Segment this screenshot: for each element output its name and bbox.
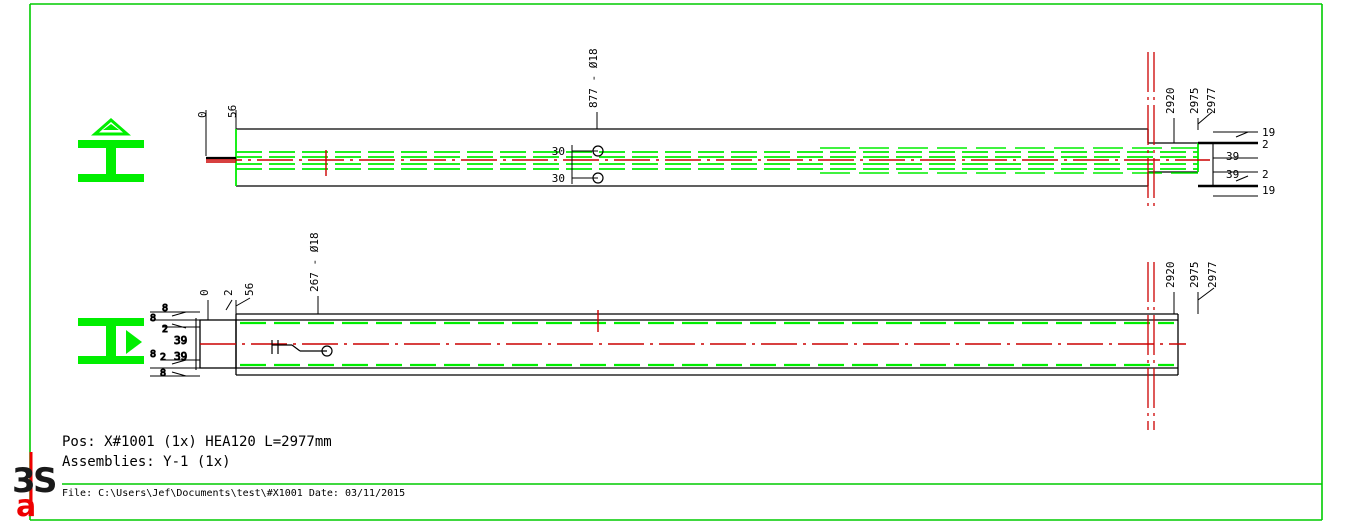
- dim-bottom-left-0: 0: [198, 289, 211, 296]
- dim-bottom-right-2977: 2977: [1206, 262, 1219, 289]
- dim-left-plate-8a: 8: [162, 303, 168, 314]
- dim-top-left-0: 0: [196, 111, 209, 118]
- assemblies-line: Assemblies: Y-1 (1x): [62, 454, 231, 470]
- logo-text-a: a: [16, 489, 36, 524]
- dim-left-plate-39a: 39: [174, 334, 187, 347]
- dim-bottom-right-2975: 2975: [1188, 262, 1201, 289]
- left-dims-bottom: [207, 297, 251, 320]
- sheet-frame: [29, 3, 1323, 521]
- dim-left-plate-2a: 2: [162, 324, 168, 335]
- title-block: Pos: X#1001 (1x) HEA120 L=2977mm Assembl…: [62, 434, 405, 499]
- logo: 3 S a: [12, 452, 58, 524]
- dim-plate-top-2a: 2: [1262, 138, 1269, 151]
- right-dims-top: [1173, 111, 1213, 143]
- dim-plate-top-39a: 39: [1226, 150, 1239, 163]
- section-cut-line-bottom: [1147, 262, 1155, 430]
- dim-hole-offset-a: 30: [552, 145, 565, 158]
- dim-plate-top-2b: 2: [1262, 168, 1269, 181]
- beam-outline-top: [206, 128, 1199, 187]
- section-symbol-top: [78, 118, 144, 182]
- top-view: 0 56 877 - Ø18 30 30 2920 2975 2977: [78, 48, 1275, 210]
- plate-dims-top: 19 2 39 39 2 19: [1198, 126, 1275, 197]
- hole-note-bottom: 267 - Ø18: [308, 232, 321, 314]
- beam-outline-bottom: [235, 313, 1179, 376]
- dim-top-right-2975: 2975: [1188, 88, 1201, 115]
- holes-top: 30 30: [552, 145, 604, 185]
- left-dims-top: [205, 110, 237, 156]
- footer-line: File: C:\Users\Jef\Documents\test\#X1001…: [62, 488, 405, 499]
- right-dims-bottom: [1173, 287, 1215, 314]
- dim-plate-top-19b: 19: [1262, 184, 1275, 197]
- dim-left-plate-8d: 8: [160, 368, 166, 379]
- steel-profile-lines-bottom: [240, 321, 1174, 367]
- section-symbol-bottom: [78, 318, 144, 364]
- dim-left-plate-8b: 8: [150, 313, 156, 324]
- section-cut-line-top: [1147, 52, 1155, 210]
- logo-text-3: 3: [12, 461, 36, 501]
- dim-plate-top-39b: 39: [1226, 168, 1239, 181]
- dim-plate-top-19a: 19: [1262, 126, 1275, 139]
- dim-hole-offset-b: 30: [552, 172, 565, 185]
- hole-note-bottom-label: 267 - Ø18: [308, 232, 321, 292]
- dim-left-plate-2b: 2: [160, 352, 166, 363]
- left-plate-dims: 8 8 2 39 39 2 8 8: [150, 303, 200, 380]
- dim-left-plate-8c: 8: [150, 349, 156, 360]
- logo-text-S: S: [33, 461, 58, 501]
- hole-bottom: [271, 340, 333, 357]
- hole-note-top: 877 - Ø18: [587, 48, 600, 129]
- dim-bottom-left-2: 2: [222, 289, 235, 296]
- dim-top-left-56: 56: [226, 105, 239, 118]
- steel-profile-lines-top-2: [820, 147, 1198, 174]
- steel-profile-lines-top: [236, 151, 1198, 170]
- dim-top-right-2920: 2920: [1164, 88, 1177, 115]
- dim-left-plate-39b: 39: [174, 350, 187, 363]
- position-line: Pos: X#1001 (1x) HEA120 L=2977mm: [62, 434, 332, 450]
- dim-bottom-left-56: 56: [243, 283, 256, 296]
- front-view: 8 8 2 39 39 2 8 8: [78, 232, 1219, 430]
- dim-bottom-right-2920: 2920: [1164, 262, 1177, 289]
- dim-top-right-2977: 2977: [1205, 88, 1218, 115]
- hole-note-top-label: 877 - Ø18: [587, 48, 600, 108]
